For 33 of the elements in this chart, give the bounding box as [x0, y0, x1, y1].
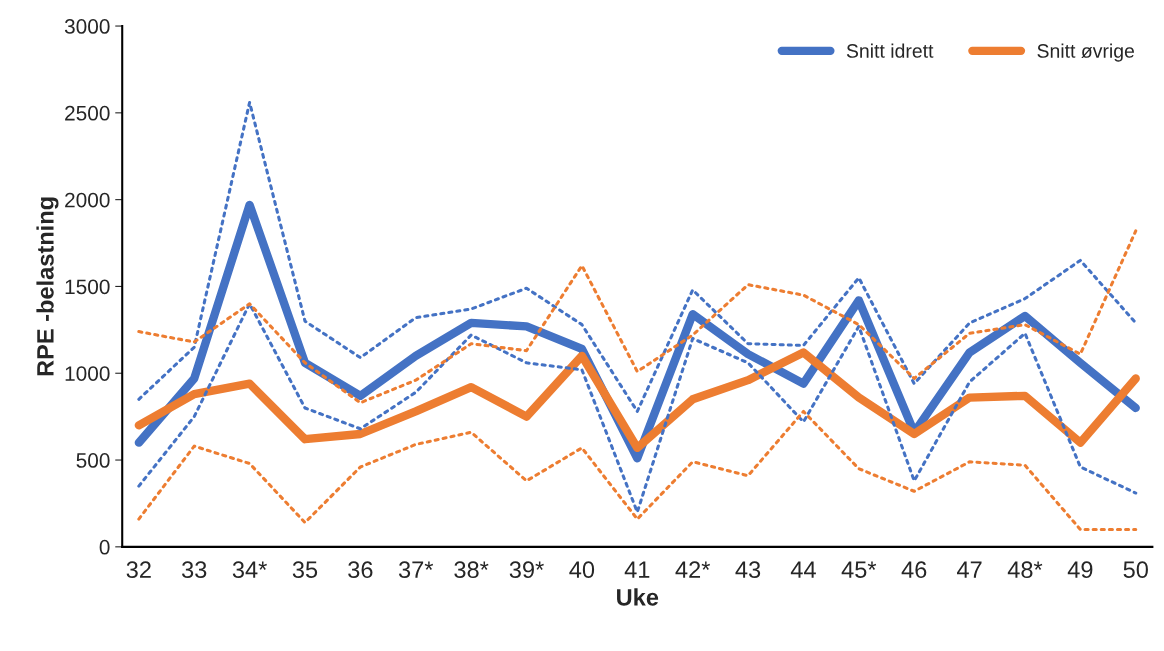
y-tick-label: 500 — [76, 453, 110, 468]
legend-label: Snitt idrett — [846, 43, 934, 58]
x-tick-label: 45* — [841, 561, 877, 579]
x-tick-label: 42* — [675, 561, 711, 578]
x-tick-label: 33 — [181, 561, 207, 579]
x-tick-label: 46 — [901, 561, 927, 579]
x-tick-label: 35 — [292, 561, 318, 579]
x-tick-label: 43 — [735, 561, 761, 579]
line-series — [137, 100, 1138, 413]
y-tick-label: 0 — [99, 539, 110, 555]
x-tick-label: 39* — [509, 561, 544, 579]
x-tick-label: 48* — [1007, 561, 1043, 579]
line-series — [137, 409, 1138, 532]
y-tick-label: 3000 — [64, 19, 110, 34]
y-tick-label: 1500 — [65, 279, 110, 295]
y-axis-title: RPE -belastning — [36, 197, 59, 376]
x-tick-label: 47 — [957, 561, 982, 578]
x-tick-label: 34* — [232, 561, 267, 579]
x-tick-label: 40 — [569, 561, 595, 579]
legend-label: Snitt øvrige — [1037, 43, 1134, 62]
y-tick-label: 2000 — [65, 192, 110, 208]
y-tick-label: 1000 — [65, 366, 110, 381]
line-series — [137, 229, 1138, 405]
x-tick-label: 36 — [348, 561, 373, 579]
y-tick-label: 2500 — [65, 105, 110, 121]
x-tick-label: 49 — [1067, 561, 1093, 579]
x-tick-label: 32 — [126, 561, 151, 579]
x-axis-title: Uke — [617, 588, 659, 606]
x-tick-label: 41 — [624, 561, 650, 578]
x-tick-label: 50 — [1123, 561, 1148, 579]
x-tick-label: 38* — [454, 561, 489, 579]
x-tick-label: 37* — [398, 561, 434, 579]
x-tick-label: 44 — [790, 561, 816, 578]
